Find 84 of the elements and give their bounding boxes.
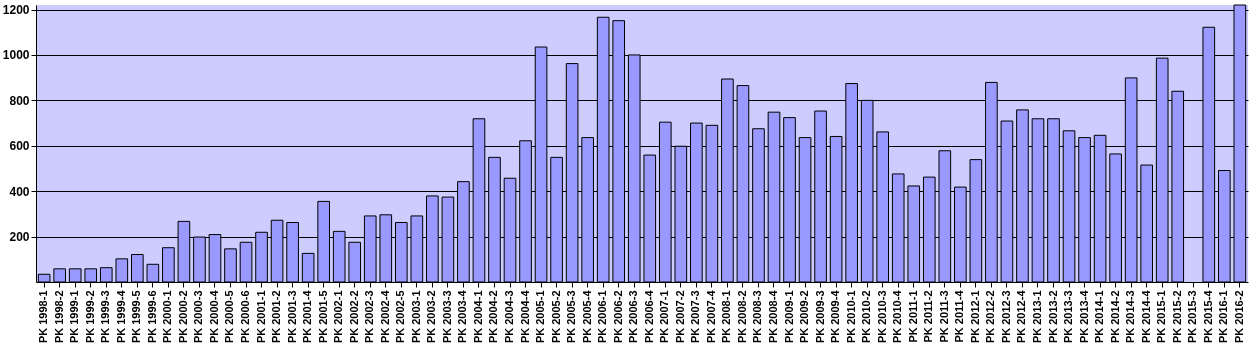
x-tick-label: PK 2010-3 [875,290,888,344]
x-tick-label: PK 2008-2 [735,290,748,344]
x-tick-label: PK 2013-4 [1077,289,1090,344]
x-tick-label: PK 2000-1 [161,290,174,344]
x-tick-label: PK 2004-2 [487,290,500,344]
x-tick-label: PK 2009-4 [829,289,842,344]
x-tick-label: PK 2012-2 [984,290,997,344]
x-tick-label: PK 1999-4 [114,289,127,344]
x-tick-label: PK 2009-2 [798,290,811,344]
x-tick-label: PK 2011-3 [937,290,950,343]
x-tick-label: PK 2010-4 [891,289,904,344]
x-tick-label: PK 2004-3 [503,290,516,344]
x-tick-label: PK 2002-5 [394,290,407,344]
x-tick-label: PK 2016-2 [1232,290,1245,344]
x-tick-label: PK 2007-2 [673,290,686,344]
x-tick-label: PK 2011-2 [922,290,935,343]
x-tick-label: PK 2003-1 [409,290,422,344]
x-tick-label: PK 2015-1 [1155,290,1168,344]
x-tick-label: PK 2002-3 [363,290,376,344]
x-tick-label: PK 2001-1 [254,290,267,344]
x-tick-label: PK 2009-1 [782,290,795,344]
x-tick-label: PK 2012-3 [999,290,1012,344]
x-tick-label: PK 2009-3 [813,290,826,344]
y-tick-label: 400 [9,184,30,199]
x-tick-label: PK 2006-4 [642,289,655,344]
y-tick-label: 200 [9,230,30,245]
x-tick-label: PK 2005-2 [549,290,562,344]
x-tick-label: PK 1999-6 [145,290,158,344]
x-tick-label: PK 1999-5 [130,290,143,344]
x-tick-label: PK 2007-3 [689,290,702,344]
x-tick-label: PK 2004-1 [471,290,484,344]
x-tick-label: PK 2010-1 [844,290,857,344]
x-tick-label: PK 2005-3 [565,290,578,344]
x-tick-label: PK 1999-2 [83,290,96,344]
x-tick-label: PK 2011-4 [953,289,966,343]
x-tick-label: PK 2015-3 [1186,290,1199,344]
x-tick-label: PK 2014-4 [1139,289,1152,344]
x-tick-label: PK 2002-2 [347,290,360,344]
y-tick-label: 1200 [2,3,30,18]
x-tick-label: PK 2007-4 [704,289,717,344]
x-tick-label: PK 2016-1 [1217,290,1230,344]
x-tick-label: PK 2000-5 [223,290,236,344]
x-tick-label: PK 2014-3 [1124,290,1137,344]
x-tick-label: PK 2008-3 [751,290,764,344]
x-tick-label: PK 2013-3 [1062,290,1075,344]
x-tick-label: PK 2007-1 [658,290,671,344]
x-tick-label: PK 2008-1 [720,290,733,344]
x-tick-label: PK 2003-2 [425,290,438,344]
x-tick-label: PK 2004-4 [518,289,531,344]
x-tick-label: PK 2003-4 [456,289,469,344]
x-tick-label: PK 2001-3 [285,290,298,344]
y-tick-label: 1000 [2,48,30,63]
x-tick-label: PK 2014-2 [1108,290,1121,344]
x-tick-label: PK 1999-3 [99,290,112,344]
x-tick-label: PK 2000-4 [207,289,220,344]
x-tick-label: PK 2015-2 [1170,290,1183,344]
x-tick-label: PK 2005-1 [534,290,547,344]
x-tick-label: PK 1999-1 [68,290,81,344]
x-tick-label: PK 2000-3 [192,290,205,344]
x-tick-label: PK 2015-4 [1201,289,1214,344]
x-tick-label: PK 2005-4 [580,289,593,344]
x-tick-label: PK 2001-4 [301,289,314,344]
x-tick-label: PK 2003-3 [440,290,453,344]
x-tick-label: PK 2002-4 [378,289,391,344]
x-tick-label: PK 2010-2 [860,290,873,344]
x-tick-label: PK 2006-2 [611,290,624,344]
x-tick-label: PK 2013-2 [1046,290,1059,344]
x-tick-label: PK 2012-4 [1015,289,1028,344]
x-tick-label: PK 2001-2 [270,290,283,344]
x-tick-label: PK 1998-1 [37,290,50,344]
x-tick-label: PK 2012-1 [968,290,981,344]
x-tick-label: PK 2008-4 [766,289,779,344]
x-tick-label: PK 1998-2 [52,290,65,344]
x-tick-label: PK 2013-1 [1030,290,1043,344]
x-tick-label: PK 2011-1 [906,290,919,343]
y-tick-label: 800 [9,93,30,108]
x-tick-label: PK 2006-1 [596,290,609,344]
x-tick-label: PK 2000-2 [176,290,189,344]
x-tick-label: PK 2001-5 [316,290,329,344]
x-tick-label: PK 2002-1 [332,290,345,344]
x-tick-label: PK 2014-1 [1093,290,1106,344]
x-tick-label: PK 2006-3 [627,290,640,344]
x-tick-label: PK 2000-6 [239,290,252,344]
y-tick-label: 600 [9,139,30,154]
